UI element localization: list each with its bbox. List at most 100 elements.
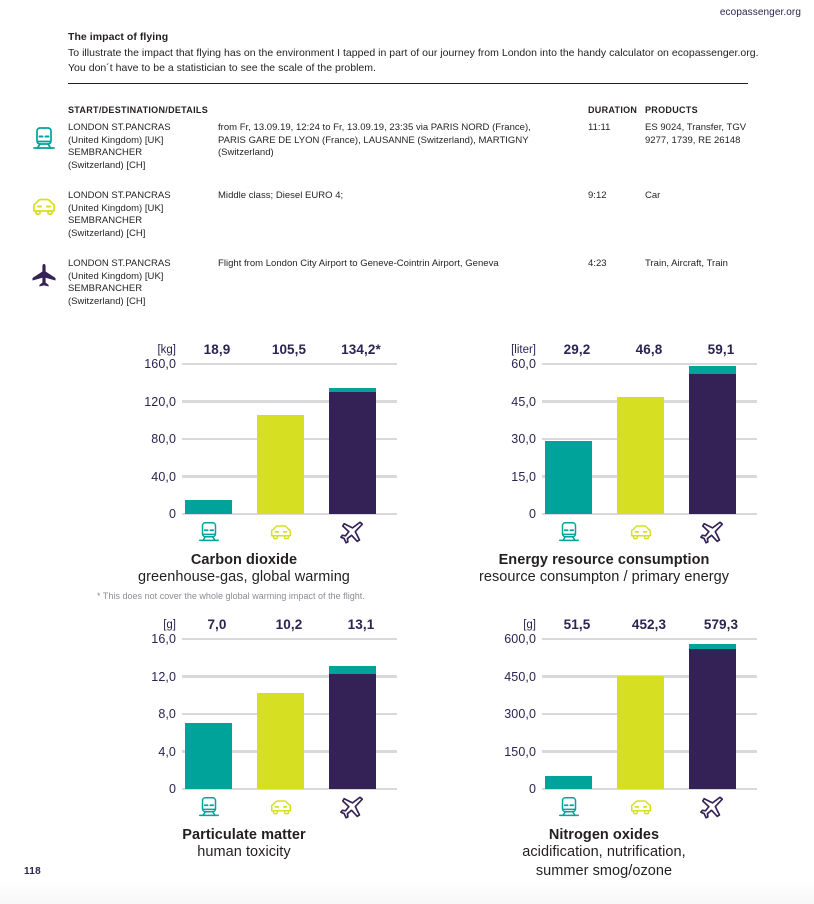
table-row: LONDON ST.PANCRAS (United Kingdom) [UK] SE… — [0, 190, 814, 258]
chart-mode-icons — [64, 516, 424, 550]
y-axis-tick-label: 150,0 — [504, 744, 536, 759]
bar-value-label-plane: 134,2* — [341, 342, 381, 357]
chart-unit: [liter] — [511, 344, 536, 356]
gridline — [542, 787, 757, 791]
gridline — [542, 637, 757, 641]
gridline — [542, 362, 757, 366]
chart-subtitle-line-1: acidification, nutrification, — [522, 844, 686, 860]
y-axis-tick-label: 120,0 — [144, 394, 176, 409]
chart-subtitle: greenhouse-gas, global warming — [138, 569, 350, 585]
bar-car — [257, 415, 304, 514]
chart-mode-icons — [424, 516, 784, 550]
header-divider — [68, 83, 748, 85]
bar-train — [185, 723, 232, 789]
bar-plane — [329, 666, 376, 789]
row-products: Car — [645, 190, 661, 201]
site-tag: ecopassenger.org — [719, 7, 801, 18]
y-axis-tick-label: 4,0 — [158, 744, 176, 759]
bar-plane-extra-segment — [689, 644, 736, 649]
column-header-start-destination: START/DESTINATION/DETAILS — [68, 105, 209, 115]
bar-value-label-car: 46,8 — [635, 342, 663, 357]
row-details: Flight from London City Airport to Genev… — [218, 258, 499, 269]
journey-table: START/DESTINATION/DETAILS DURATION PRODU… — [0, 100, 814, 326]
row-duration: 4:23 — [588, 258, 607, 269]
train-icon — [545, 518, 592, 548]
row-duration: 9:12 — [588, 190, 607, 201]
column-header-start-text: START/DESTINATION — [68, 105, 166, 115]
chart-subtitle: human toxicity — [197, 844, 291, 860]
y-axis-tick-label: 12,0 — [151, 669, 176, 684]
y-axis: 160,0 120,0 80,0 40,0 0 — [110, 357, 176, 521]
bars — [542, 364, 757, 514]
row-route: LONDON ST.PANCRAS (United Kingdom) [UK] SE… — [68, 190, 171, 239]
chart-subtitle: resource consumpton / primary energy — [478, 569, 730, 585]
car-icon — [27, 192, 61, 222]
chart-title: Energy resource consumption — [498, 552, 710, 568]
y-axis-tick-label: 15,0 — [511, 469, 536, 484]
bar-value-label-car: 105,5 — [271, 342, 307, 357]
bar-value-label-plane: 13,1 — [347, 617, 375, 632]
bars — [542, 639, 757, 789]
page-number: 118 — [24, 866, 42, 877]
table-row: LONDON ST.PANCRAS (United Kingdom) [UK] SE… — [0, 122, 814, 190]
bar-value-label-train: 18,9 — [203, 342, 231, 357]
y-axis-tick-label: 160,0 — [144, 357, 176, 371]
y-axis-tick-label: 45,0 — [511, 394, 536, 409]
car-icon — [617, 793, 664, 823]
bar-train — [185, 500, 232, 514]
bar-value-label-car: 10,2 — [275, 617, 303, 632]
y-axis-tick-label: 0 — [528, 782, 536, 796]
y-axis-tick-label: 80,0 — [151, 432, 176, 446]
plane-icon — [27, 260, 61, 290]
chart-unit: [kg] — [157, 344, 176, 356]
column-header-duration: DURATION — [588, 105, 638, 115]
chart-title: Carbon dioxide — [190, 552, 298, 568]
bar-car — [257, 693, 304, 789]
train-icon — [185, 793, 232, 823]
y-axis-tick-label: 0 — [168, 507, 176, 521]
chart-particulate-matter: [g] 7,0 10,2 13,1 16,0 12,0 8,0 4,0 0 — [64, 615, 424, 862]
y-axis-tick-label: 450,0 — [504, 669, 536, 684]
bar-plane-extra-segment — [329, 666, 376, 674]
car-icon — [617, 518, 664, 548]
plot-area — [182, 362, 397, 516]
gridline — [182, 400, 397, 403]
chart-caption: Energy resource consumption resource con… — [424, 552, 784, 587]
gridline — [182, 675, 397, 678]
row-details: Middle class; Diesel EURO 4; — [218, 190, 344, 201]
chart-title: Particulate matter — [182, 827, 306, 843]
gridline — [182, 512, 397, 516]
chart-nitrogen-oxides: [g] 51,5 452,3 579,3 600,0 450,0 300,0 150,… — [424, 615, 784, 881]
y-axis-tick-label: 8,0 — [158, 707, 176, 721]
y-axis-tick-label: 40,0 — [151, 469, 176, 484]
bars — [182, 364, 397, 514]
bar-value-label-train: 51,5 — [563, 617, 591, 632]
bar-plane — [689, 366, 736, 514]
plane-icon — [329, 793, 376, 823]
bar-value-label-car: 452,3 — [631, 617, 667, 632]
plot-area — [182, 637, 397, 791]
gridline — [182, 362, 397, 366]
y-axis-tick-label: 300,0 — [504, 707, 536, 721]
intro-block: The impact of flying To illustrate the i… — [68, 31, 768, 75]
row-route: LONDON ST.PANCRAS (United Kingdom) [UK] SE… — [68, 122, 171, 171]
plane-icon — [689, 518, 736, 548]
bar-value-label-plane: 59,1 — [707, 342, 735, 357]
intro-line-2: You don´t have to be a statistician to s… — [68, 61, 376, 74]
bar-plane-extra-segment — [329, 388, 376, 393]
chart-caption: Nitrogen oxides acidification, nutrifica… — [424, 827, 784, 881]
plane-icon — [689, 793, 736, 823]
chart-subtitle-line-2: summer smog/ozone — [535, 863, 673, 879]
column-header-products: PRODUCTS — [645, 105, 698, 115]
page-edge-shadow — [0, 882, 814, 904]
gridline — [542, 512, 757, 516]
bar-value-label-plane: 579,3 — [703, 617, 739, 632]
bar-train — [545, 441, 592, 514]
gridline — [182, 787, 397, 791]
chart-unit: [g] — [163, 619, 176, 631]
car-icon — [257, 793, 304, 823]
bar-value-label-train: 7,0 — [207, 617, 227, 632]
y-axis-tick-label: 16,0 — [151, 632, 176, 646]
y-axis: 600,0 450,0 300,0 150,0 0 — [470, 632, 536, 796]
